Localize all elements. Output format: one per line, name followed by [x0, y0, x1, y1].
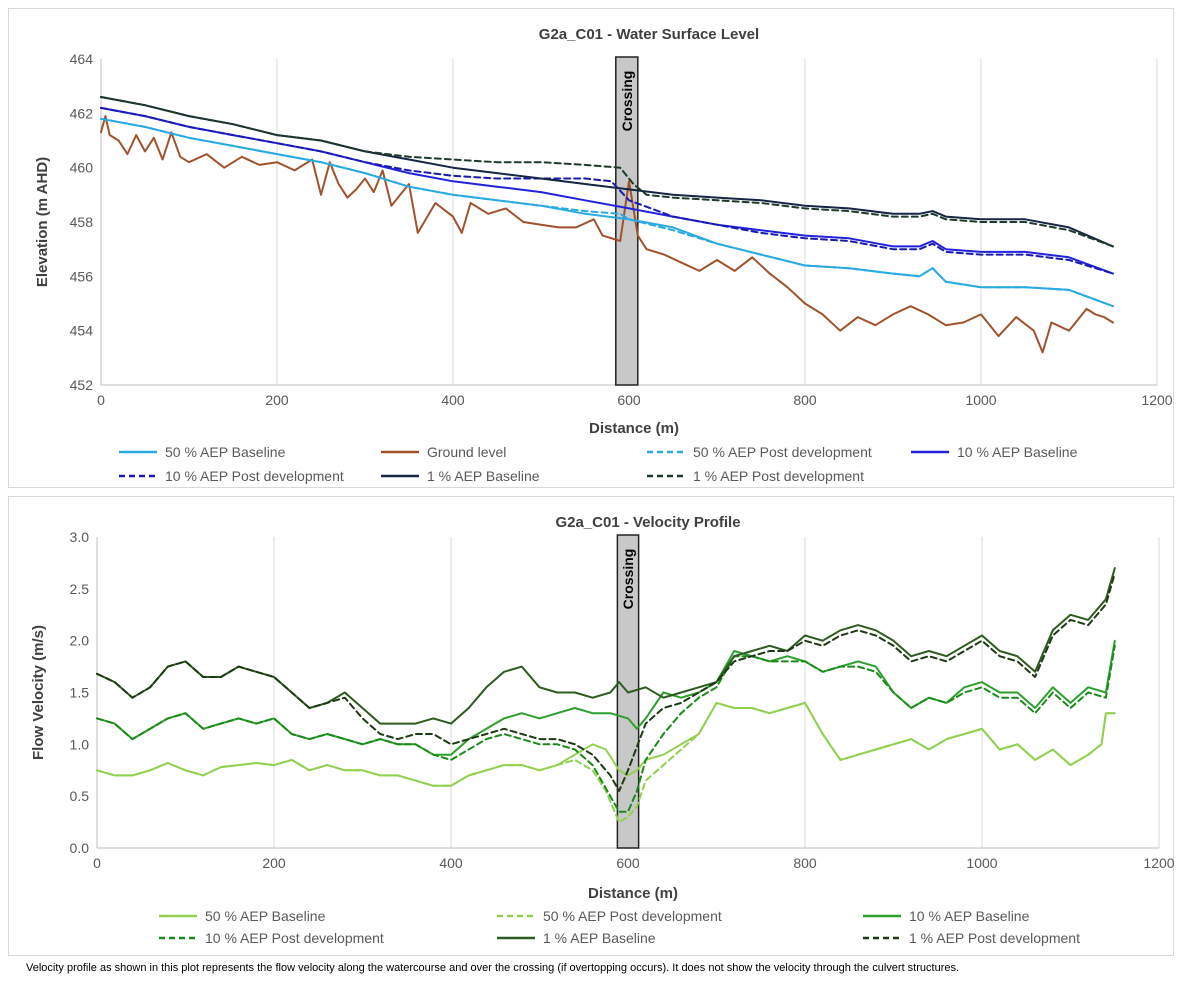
x-tick-label: 0	[93, 855, 101, 871]
crossing-label: Crossing	[620, 549, 636, 610]
x-tick-label: 1000	[966, 855, 997, 871]
series-line-ground-level	[100, 115, 1114, 354]
x-tick-label: 800	[793, 855, 817, 871]
x-tick-label: 1000	[965, 392, 996, 408]
legend-entry: 1 % AEP Post development	[693, 468, 864, 484]
legend-entry: 10 % AEP Post development	[205, 930, 384, 946]
x-tick-label: 1200	[1143, 855, 1174, 871]
legend-entry: 50 % AEP Post development	[693, 444, 872, 460]
series-line-50-aep-baseline	[100, 117, 1114, 308]
y-tick-label: 452	[70, 377, 94, 393]
series-line-50-aep-post-development	[100, 117, 1114, 308]
series-line-50-aep-baseline	[96, 701, 1116, 787]
legend-entry: 1 % AEP Baseline	[543, 930, 656, 946]
legend-entry: 10 % AEP Baseline	[957, 444, 1078, 460]
y-tick-label: 454	[70, 323, 94, 339]
legend-entry: 50 % AEP Baseline	[205, 908, 326, 924]
series-line-1-aep-baseline	[100, 96, 1114, 248]
series-line-1-aep-post-development	[100, 96, 1114, 248]
legend-entry: 1 % AEP Baseline	[427, 468, 540, 484]
legend-entry: Ground level	[427, 444, 506, 460]
y-axis-label: Elevation (m AHD)	[34, 157, 51, 287]
y-tick-label: 2.5	[70, 581, 90, 597]
series-line-1-aep-baseline	[96, 567, 1116, 725]
y-tick-label: 458	[70, 214, 94, 230]
x-tick-label: 200	[262, 855, 286, 871]
series-line-10-aep-post-development	[100, 106, 1114, 275]
x-tick-label: 200	[265, 392, 289, 408]
legend-entry: 1 % AEP Post development	[909, 930, 1080, 946]
series-line-1-aep-post-development	[96, 572, 1116, 792]
x-tick-label: 0	[97, 392, 105, 408]
series-line-10-aep-baseline	[100, 106, 1114, 275]
y-tick-label: 462	[70, 105, 94, 121]
legend-entry: 50 % AEP Post development	[543, 908, 722, 924]
y-axis-label: Flow Velocity (m/s)	[30, 625, 47, 760]
x-tick-label: 800	[793, 392, 817, 408]
y-tick-label: 1.0	[70, 736, 90, 752]
y-tick-label: 0.0	[70, 840, 90, 856]
x-tick-label: 400	[441, 392, 465, 408]
y-tick-label: 1.5	[70, 685, 90, 701]
y-tick-label: 464	[70, 51, 94, 67]
water-surface-level-chart: G2a_C01 - Water Surface Level 0 200 400 600 8…	[34, 26, 1173, 484]
legend-entry: 10 % AEP Baseline	[909, 908, 1030, 924]
y-tick-label: 456	[70, 268, 94, 284]
chart-panel-velocity-profile: G2a_C01 - Velocity Profile 0 200 400 600 800 1…	[8, 496, 1175, 956]
footnote: Velocity profile as shown in this plot r…	[26, 962, 960, 974]
x-tick-label: 400	[439, 855, 463, 871]
y-tick-label: 460	[70, 160, 94, 176]
chart-title: G2a_C01 - Velocity Profile	[555, 514, 740, 531]
x-tick-label: 1200	[1141, 392, 1172, 408]
series-line-10-aep-post-development	[96, 644, 1116, 813]
chart-panel-water-surface-level: G2a_C01 - Water Surface Level 0 200 400 600 8…	[8, 8, 1174, 488]
x-tick-label: 600	[617, 392, 641, 408]
legend-entry: 50 % AEP Baseline	[165, 444, 286, 460]
series-line-10-aep-baseline	[96, 639, 1116, 756]
y-tick-label: 0.5	[70, 788, 90, 804]
velocity-profile-chart: G2a_C01 - Velocity Profile 0 200 400 600 800 1…	[30, 514, 1175, 946]
chart-title: G2a_C01 - Water Surface Level	[539, 26, 759, 43]
x-axis-label: Distance (m)	[589, 420, 679, 437]
y-tick-label: 3.0	[70, 529, 90, 545]
y-tick-label: 2.0	[70, 633, 90, 649]
x-axis-label: Distance (m)	[588, 885, 678, 902]
series-line-50-aep-post-development	[96, 701, 1116, 824]
legend-entry: 10 % AEP Post development	[165, 468, 344, 484]
x-tick-label: 600	[616, 855, 640, 871]
crossing-label: Crossing	[619, 71, 635, 132]
